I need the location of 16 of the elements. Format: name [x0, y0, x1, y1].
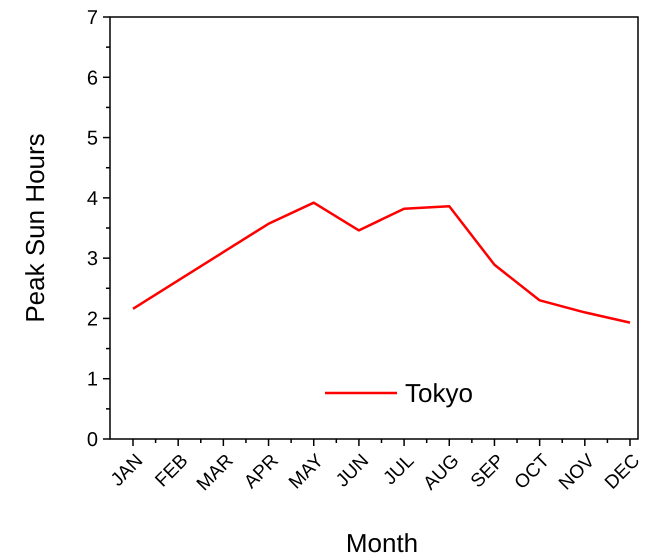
y-tick-label: 2: [86, 308, 98, 330]
x-axis-title: Month: [346, 528, 418, 558]
x-tick-label: JUL: [380, 450, 418, 490]
legend-label: Tokyo: [405, 378, 473, 408]
y-axis-title: Peak Sun Hours: [20, 133, 50, 323]
y-tick-label: 6: [86, 67, 98, 90]
y-tick-label: 0: [86, 429, 98, 451]
x-tick-label: SEP: [466, 450, 509, 492]
y-tick-label: 4: [86, 188, 98, 210]
y-tick-label: 7: [86, 7, 98, 29]
y-tick-label: 1: [86, 368, 98, 391]
x-tick-label: FEB: [151, 450, 192, 492]
y-tick-label: 3: [86, 248, 98, 270]
x-tick-label: JAN: [107, 450, 148, 491]
line-series: [132, 201, 632, 324]
y-tick-label: 5: [86, 128, 98, 150]
